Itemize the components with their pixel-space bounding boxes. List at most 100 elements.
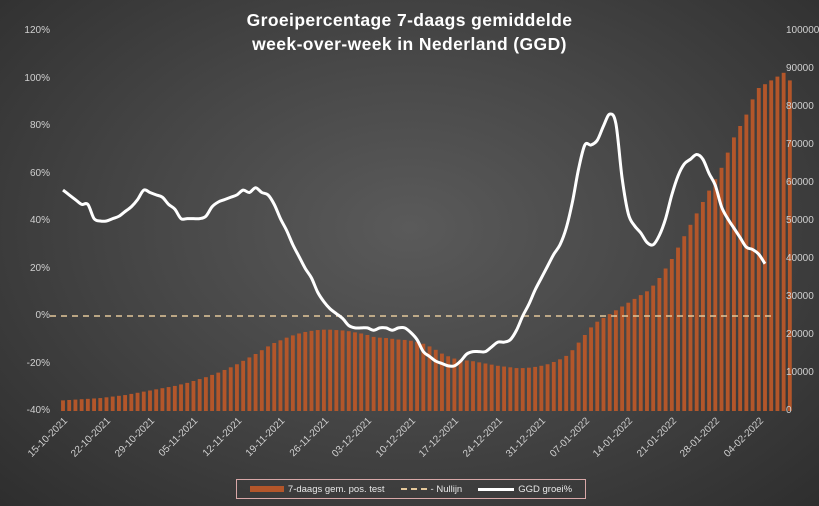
bar-mark	[620, 306, 625, 411]
bar-mark	[353, 332, 357, 411]
bar-mark	[67, 399, 72, 411]
left-axis-tick-label: 120%	[24, 25, 50, 36]
bar-mark	[172, 385, 177, 411]
bar-mark	[110, 396, 115, 411]
bar-mark	[638, 295, 643, 411]
bar-mark	[520, 368, 525, 411]
right-axis-tick-label: 70000	[786, 139, 814, 150]
bar-mark	[781, 72, 786, 412]
bar-mark	[228, 367, 233, 411]
bar-mark	[595, 321, 600, 411]
bar-mark	[427, 346, 432, 411]
legend-swatch-growth	[478, 487, 515, 491]
bar-mark	[402, 339, 407, 411]
bar-mark	[564, 355, 569, 411]
bar-mark	[116, 395, 121, 411]
bar-mark	[160, 388, 165, 411]
bar-mark	[676, 247, 680, 411]
bar-mark	[682, 236, 687, 411]
bar-mark	[222, 369, 227, 411]
bar-mark	[738, 126, 743, 411]
left-axis-tick-label: 80%	[29, 120, 50, 131]
bar-mark	[421, 343, 426, 411]
right-axis-tick-label: 80000	[786, 101, 814, 112]
bar-mark	[129, 393, 134, 411]
bar-mark	[707, 190, 712, 411]
bar-mark	[377, 337, 382, 411]
bar-mark	[651, 285, 656, 411]
bar-mark	[371, 336, 376, 411]
bar-mark	[365, 335, 370, 411]
bar-mark	[328, 329, 333, 411]
bar-mark	[533, 366, 538, 411]
bar-mark	[570, 350, 575, 411]
bar-mark	[303, 331, 308, 411]
bar-mark	[92, 398, 96, 411]
bar-mark	[272, 342, 277, 411]
legend-label-bars: 7-daags gem. pos. test	[287, 483, 385, 495]
bar-mark	[235, 364, 239, 411]
left-axis-tick-label: 40%	[29, 215, 50, 226]
right-axis-tick-label: 90000	[786, 63, 814, 74]
bar-mark	[464, 360, 469, 411]
growth-line	[62, 112, 767, 368]
bar-mark	[489, 364, 494, 411]
left-axis-tick-label: -40%	[26, 405, 50, 416]
bar-mark	[514, 368, 519, 411]
legend-label-growth: GGD groei%	[518, 483, 573, 495]
bar-mark	[483, 363, 488, 411]
bar-mark	[185, 382, 190, 411]
legend-swatch-zero-line	[400, 488, 427, 490]
bar-mark	[253, 354, 258, 411]
bar-mark	[471, 361, 475, 411]
bar-mark	[247, 357, 252, 411]
right-axis-tick-label: 40000	[786, 253, 814, 264]
bar-mark	[123, 395, 128, 411]
bar-mark	[669, 259, 674, 411]
bar-mark	[415, 341, 420, 411]
bar-mark	[141, 391, 146, 411]
right-axis-tick-label: 100000	[786, 25, 819, 36]
left-axis-tick-label: -20%	[26, 357, 50, 369]
bar-mark	[346, 331, 351, 411]
legend-item-zero-line: - Nullijn	[400, 484, 462, 495]
bar-mark	[98, 398, 103, 411]
bar-mark	[725, 152, 730, 411]
bar-mark	[73, 399, 78, 411]
bar-mark	[632, 298, 637, 411]
bar-mark	[700, 202, 705, 411]
bar-mark	[477, 362, 482, 411]
legend: 7-daags gem. pos. test - Nullijn GGD gro…	[236, 479, 586, 499]
bar-mark	[756, 88, 761, 411]
bar-mark	[259, 350, 264, 411]
right-axis-tick-label: 30000	[786, 291, 814, 302]
bar-mark	[645, 291, 649, 411]
growth-line-series	[62, 112, 767, 368]
bar-mark	[241, 360, 246, 411]
bar-mark	[340, 330, 345, 411]
bar-mark	[297, 333, 301, 411]
bar-mark	[203, 377, 208, 411]
bar-mark	[769, 80, 774, 412]
bars-series	[61, 72, 792, 412]
bar-mark	[607, 314, 612, 411]
left-axis-tick-label: 0%	[35, 310, 50, 321]
bar-mark	[502, 366, 506, 411]
bar-mark	[135, 392, 140, 411]
bar-mark	[694, 213, 699, 411]
bar-mark	[458, 359, 463, 411]
chart-title-line-1: Groeipercentage 7-daags gemiddelde	[246, 10, 573, 30]
legend-item-growth: GGD groei%	[478, 484, 572, 495]
right-axis-tick-label: 50000	[786, 215, 814, 226]
bar-mark	[384, 338, 388, 411]
left-axis-tick-label: 60%	[29, 167, 50, 179]
bar-mark	[440, 353, 444, 411]
bar-mark	[763, 84, 767, 411]
bar-mark	[446, 356, 451, 411]
bar-mark	[61, 400, 65, 411]
bar-mark	[732, 137, 736, 411]
bar-mark	[433, 349, 438, 411]
bar-mark	[744, 114, 749, 411]
bar-mark	[688, 224, 693, 411]
